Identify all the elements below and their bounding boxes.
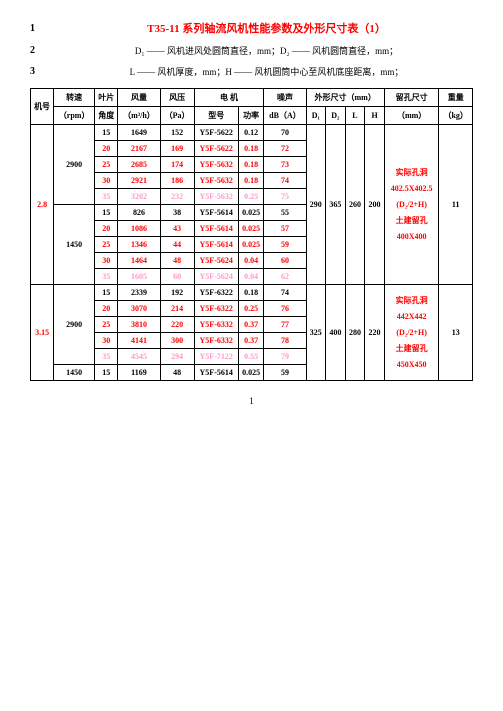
col-fengya: 风压 (160, 89, 194, 107)
col-zhongliang: 重量 (439, 89, 473, 107)
cell: Y5F-5622 (194, 125, 238, 141)
col-d1: D₁ (306, 107, 326, 125)
line-num-2: 2 (30, 45, 60, 56)
col-zhuansu-unit: （rpm） (54, 107, 95, 125)
line-num-3: 3 (30, 66, 60, 77)
cell: 290 (306, 125, 326, 285)
title-row-2: 2 D₁ —— 风机进风处圆筒直径，mm；D₂ —— 风机圆筒直径，mm； (30, 44, 473, 57)
desc-line-3: L —— 风机厚度，mm；H —— 风机圆筒中心至风机底座距离，mm； (60, 65, 473, 78)
cell: 1649 (118, 125, 160, 141)
col-waixing: 外形尺寸（mm） (306, 89, 384, 107)
col-gonglv: 功率 (238, 107, 264, 125)
col-yepian: 叶片 (95, 89, 118, 107)
cell-liukong: 实际孔洞402.5X402.5(D₂/2+H)土建留孔400X400 (384, 125, 439, 285)
table-row: 2.8 2900 15 1649 152 Y5F-5622 0.12 70 29… (31, 125, 473, 141)
col-fengya-unit: （Pa） (160, 107, 194, 125)
cell: 70 (264, 125, 306, 141)
table-row: 3.15 2900 152339192Y5F-63220.1874 325400… (31, 285, 473, 301)
cell: 200 (365, 125, 385, 285)
cell: 15 (95, 125, 118, 141)
col-fengliang: 风量 (118, 89, 160, 107)
cell: 11 (439, 125, 473, 285)
header-row-2: （rpm） 角度 （m³/h） （Pa） 型号 功率 dB（A） D₁ D₂ L… (31, 107, 473, 125)
line-num-1: 1 (30, 23, 60, 34)
col-jihao: 机号 (31, 89, 54, 125)
desc-line-2: D₁ —— 风机进风处圆筒直径，mm；D₂ —— 风机圆筒直径，mm； (60, 44, 473, 57)
cell-jihao: 2.8 (31, 125, 54, 285)
cell: 0.12 (238, 125, 264, 141)
cell-speed: 2900 (54, 125, 95, 205)
page-number: 1 (30, 396, 473, 406)
col-liukong-unit: （mm） (384, 107, 439, 125)
col-zhuansu: 转速 (54, 89, 95, 107)
col-zhongliang-unit: （kg） (439, 107, 473, 125)
col-zaosheng-unit: dB（A） (264, 107, 306, 125)
col-l: L (345, 107, 365, 125)
col-zaosheng: 噪声 (264, 89, 306, 107)
col-fengliang-unit: （m³/h） (118, 107, 160, 125)
col-xinghao: 型号 (194, 107, 238, 125)
col-liukong: 留孔尺寸 (384, 89, 439, 107)
main-title: T35-11 系列轴流风机性能参数及外形尺寸表（1） (60, 20, 473, 36)
spec-table: 机号 转速 叶片 风量 风压 电 机 噪声 外形尺寸（mm） 留孔尺寸 重量 （… (30, 88, 473, 381)
header-row-1: 机号 转速 叶片 风量 风压 电 机 噪声 外形尺寸（mm） 留孔尺寸 重量 (31, 89, 473, 107)
cell: 260 (345, 125, 365, 285)
col-yepian-sub: 角度 (95, 107, 118, 125)
cell: 152 (160, 125, 194, 141)
title-row-1: 1 T35-11 系列轴流风机性能参数及外形尺寸表（1） (30, 20, 473, 36)
col-h: H (365, 107, 385, 125)
col-dianji: 电 机 (194, 89, 264, 107)
title-row-3: 3 L —— 风机厚度，mm；H —— 风机圆筒中心至风机底座距离，mm； (30, 65, 473, 78)
cell: 365 (326, 125, 346, 285)
col-d2: D₂ (326, 107, 346, 125)
